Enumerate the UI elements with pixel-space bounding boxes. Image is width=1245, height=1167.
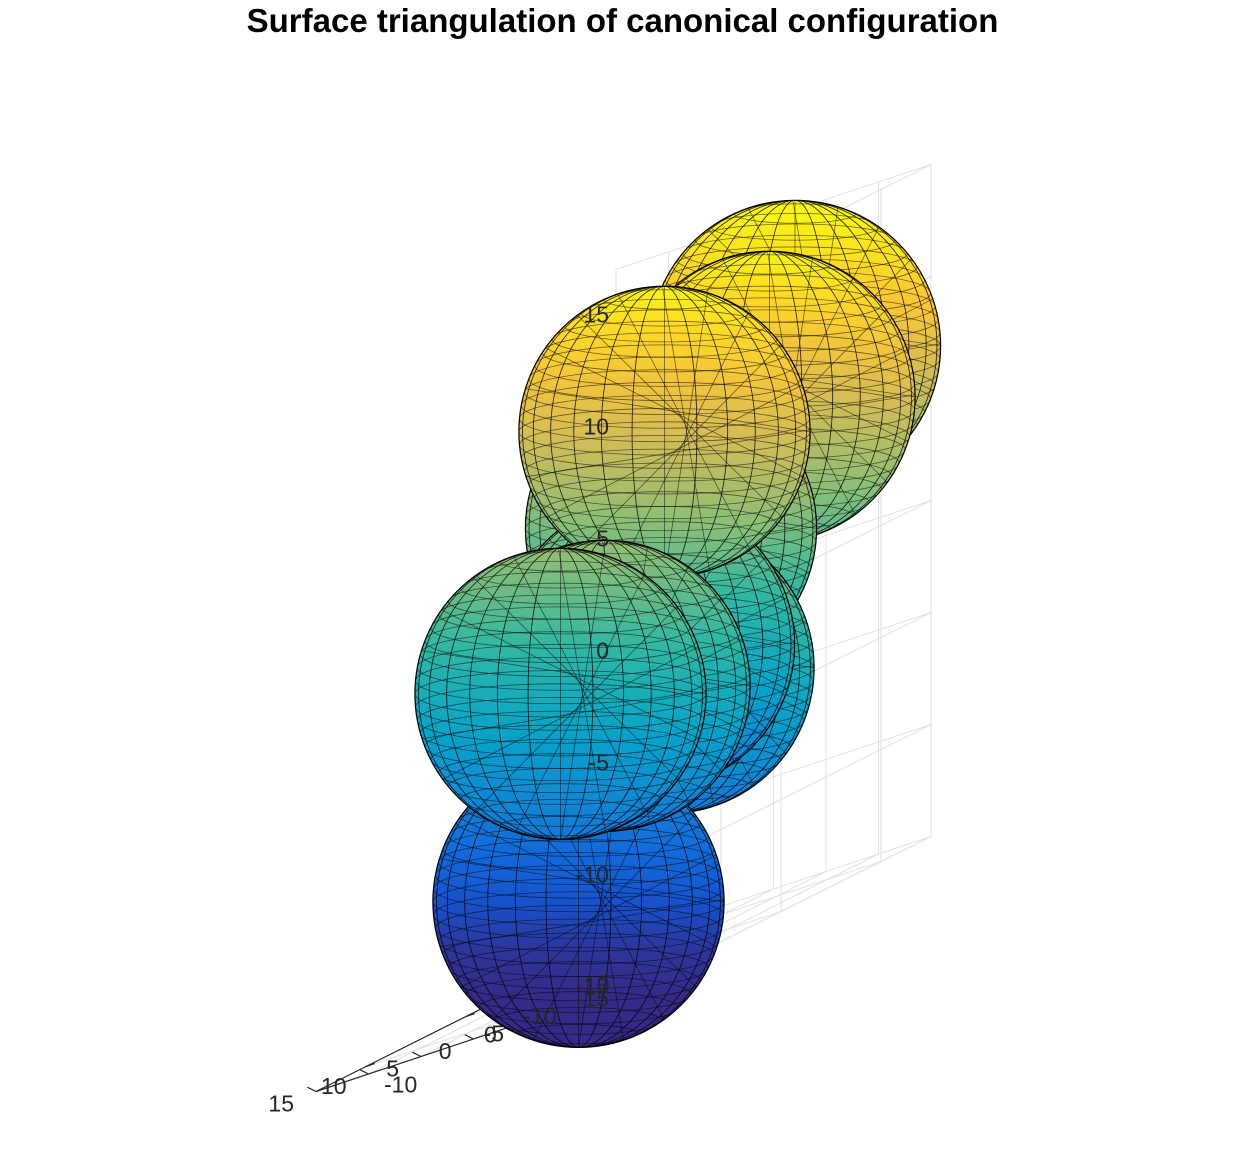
x-tick-label-mark	[307, 1086, 317, 1093]
z-tick-label: -10	[576, 862, 609, 888]
z-tick-label: 15	[583, 302, 609, 328]
x-tick-label-mark	[359, 1069, 369, 1075]
x-tick-label: -10	[523, 1003, 556, 1029]
x-tick-label-mark	[412, 1051, 422, 1058]
y-tick-label-mark	[365, 1062, 375, 1068]
x-tick-label: 0	[439, 1038, 452, 1064]
y-tick-label: -10	[384, 1072, 417, 1098]
z-tick-label: -15	[576, 974, 609, 1000]
z-tick-label: -5	[589, 750, 609, 776]
z-tick-label: 0	[596, 638, 609, 664]
sphere	[518, 285, 811, 578]
chart-title: Surface triangulation of canonical confi…	[246, 2, 999, 39]
y-tick-label: 0	[484, 1022, 497, 1048]
x-tick-label: -5	[484, 1021, 504, 1047]
sphere	[432, 755, 725, 1048]
z-tick-label: 5	[596, 526, 609, 552]
x-tick-label-mark	[464, 1034, 474, 1040]
x-tick-label: 5	[386, 1056, 399, 1082]
x-tick-label: 15	[268, 1091, 294, 1117]
x-tick-label: -15	[576, 986, 609, 1012]
y-tick-label: 10	[584, 972, 610, 998]
y-tick-label-mark	[465, 1012, 475, 1018]
z-tick-label: 10	[583, 414, 609, 440]
sphere	[414, 547, 707, 840]
x-tick-label: 10	[321, 1073, 347, 1099]
spheres	[414, 199, 942, 1048]
